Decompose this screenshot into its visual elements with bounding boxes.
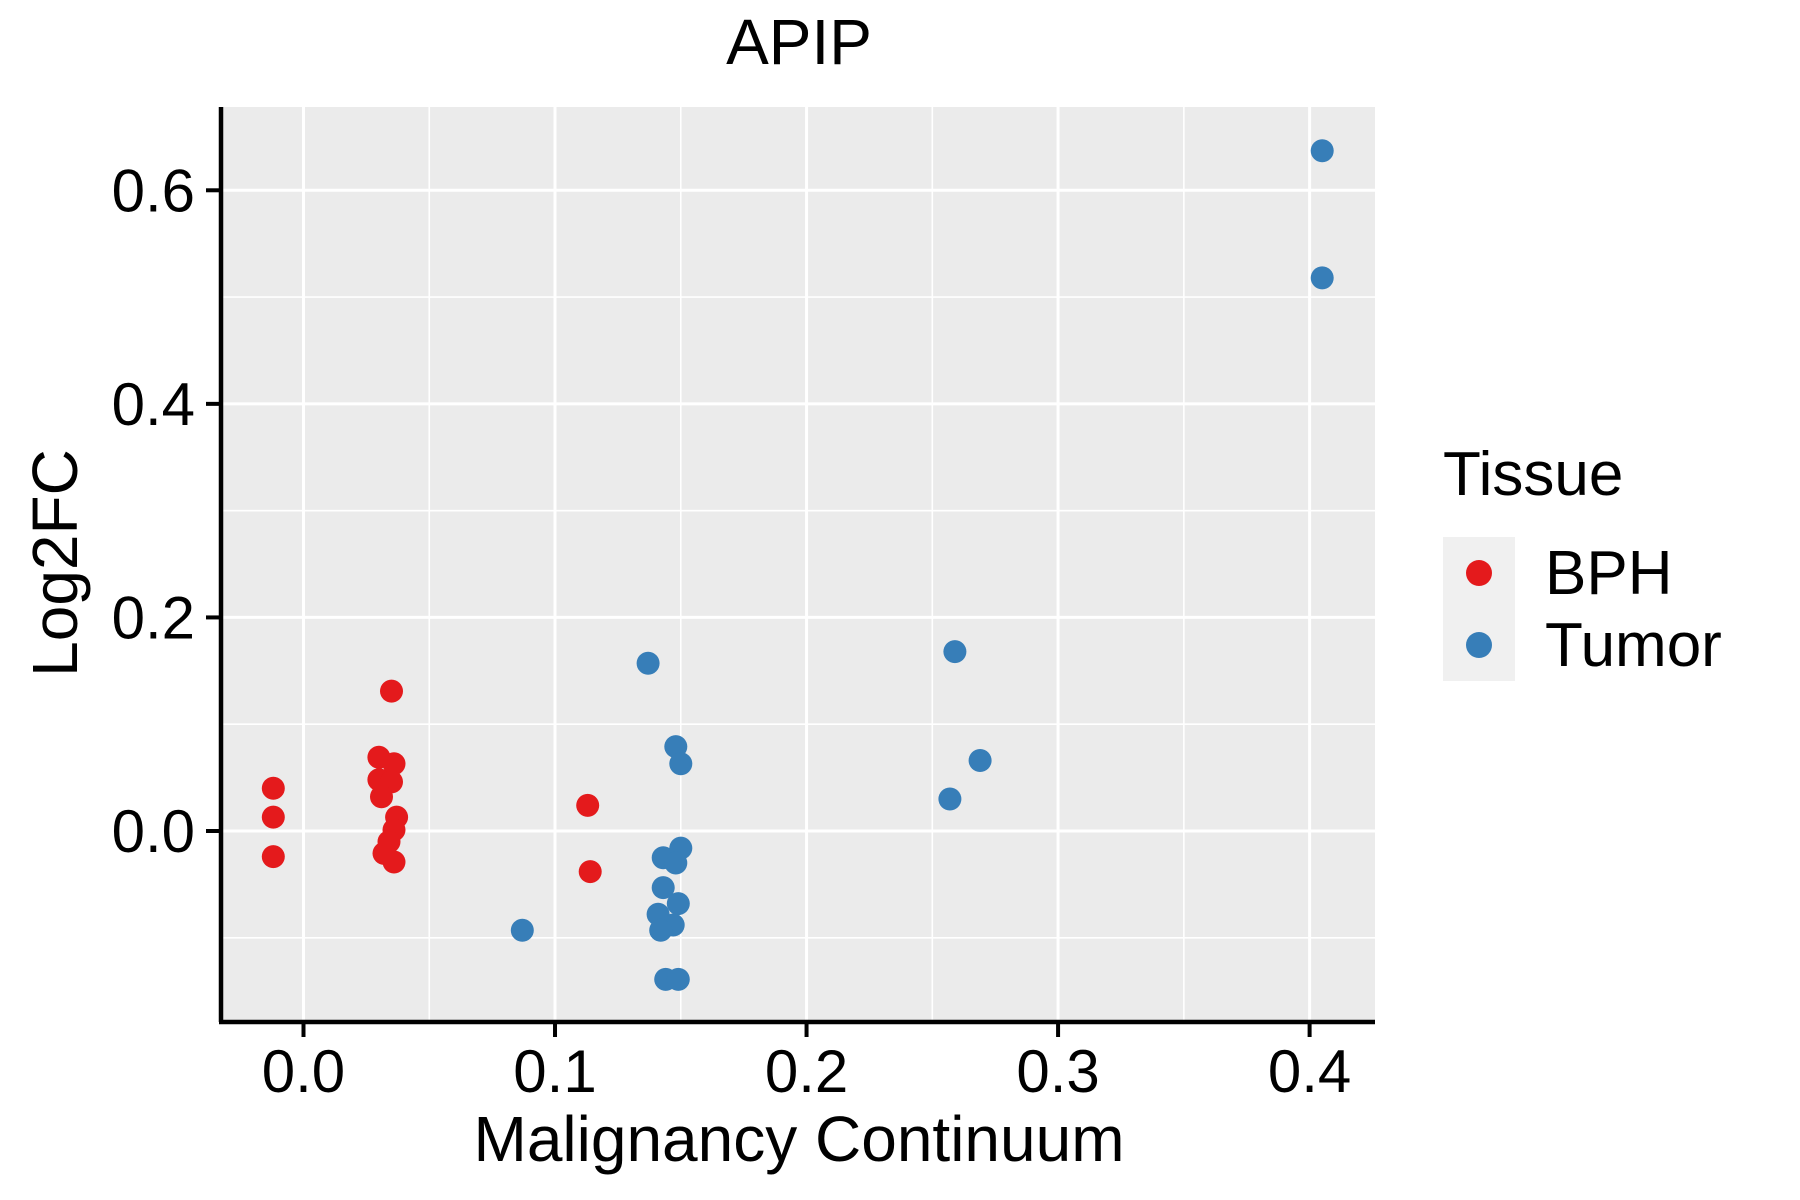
legend-label-bph: BPH bbox=[1545, 538, 1673, 608]
x-tick-label: 0.4 bbox=[1268, 1038, 1351, 1105]
x-tick-label: 0.0 bbox=[262, 1038, 345, 1105]
data-point-tumor bbox=[664, 851, 688, 875]
y-tick-label: 0.6 bbox=[112, 157, 195, 224]
data-point-tumor bbox=[636, 651, 660, 675]
x-tick-label: 0.3 bbox=[1016, 1038, 1099, 1105]
data-point-bph bbox=[370, 785, 393, 809]
legend-key-tumor bbox=[1443, 609, 1515, 681]
data-point-tumor bbox=[510, 918, 534, 942]
data-point-bph bbox=[382, 752, 406, 776]
data-point-tumor bbox=[649, 918, 673, 942]
x-axis-title: Malignancy Continuum bbox=[473, 1103, 1125, 1175]
data-point-tumor bbox=[651, 876, 675, 900]
data-point-tumor bbox=[666, 892, 690, 916]
y-axis-title: Log2FC bbox=[19, 449, 91, 677]
data-point-bph bbox=[382, 850, 406, 874]
data-point-tumor bbox=[1310, 266, 1334, 290]
data-point-bph bbox=[261, 845, 285, 869]
data-point-bph bbox=[261, 776, 285, 800]
tumor-dot-icon bbox=[1466, 632, 1492, 658]
chart-title: APIP bbox=[726, 6, 872, 78]
data-point-bph bbox=[576, 793, 600, 817]
y-tick-label: 0.2 bbox=[112, 584, 195, 651]
data-point-bph bbox=[380, 679, 403, 703]
legend-title: Tissue bbox=[1443, 440, 1624, 509]
legend-item-bph: BPH bbox=[1443, 537, 1722, 609]
legend-key-bph bbox=[1443, 537, 1515, 609]
y-tick-label: 0.4 bbox=[112, 371, 195, 438]
bph-dot-icon bbox=[1466, 560, 1492, 586]
data-point-bph bbox=[261, 805, 285, 829]
data-point-tumor bbox=[1310, 139, 1334, 163]
data-point-tumor bbox=[943, 640, 967, 664]
x-tick-label: 0.1 bbox=[513, 1038, 596, 1105]
x-tick-label: 0.2 bbox=[765, 1038, 848, 1105]
data-point-tumor bbox=[968, 749, 992, 772]
data-point-tumor bbox=[669, 752, 693, 776]
data-point-tumor bbox=[666, 967, 690, 991]
legend-item-tumor: Tumor bbox=[1443, 609, 1722, 681]
data-point-tumor bbox=[938, 787, 962, 811]
legend: Tissue BPH Tumor bbox=[1443, 444, 1722, 681]
legend-label-tumor: Tumor bbox=[1545, 610, 1722, 680]
data-point-bph bbox=[578, 860, 602, 884]
plot-panel bbox=[223, 107, 1375, 1020]
y-tick-label: 0.0 bbox=[112, 798, 195, 865]
